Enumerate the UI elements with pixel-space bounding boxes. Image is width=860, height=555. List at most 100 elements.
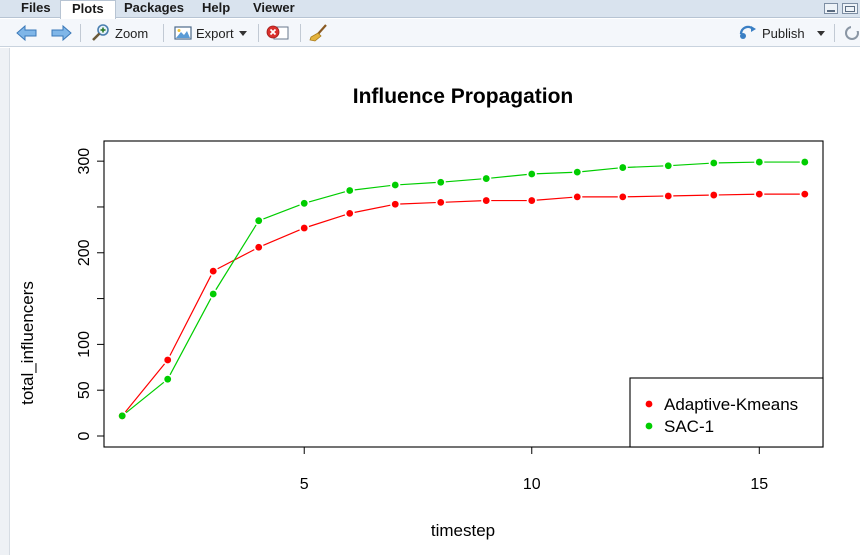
data-point <box>573 193 581 201</box>
data-point <box>164 375 172 383</box>
series-line-segment <box>536 196 573 201</box>
export-button[interactable]: Export <box>174 22 247 44</box>
data-point <box>300 224 308 232</box>
x-tick-label: 5 <box>300 476 309 493</box>
forward-button[interactable] <box>50 22 72 44</box>
series-sac-1 <box>118 158 809 420</box>
maximize-pane-button[interactable] <box>842 3 858 14</box>
pane-tab-bar: Files Plots Packages Help Viewer <box>0 0 860 19</box>
series-line-segment <box>215 224 257 291</box>
publish-label: Publish <box>762 25 805 41</box>
y-tick-label: 0 <box>76 431 93 440</box>
data-point <box>391 181 399 189</box>
series-line-segment <box>718 193 755 196</box>
refresh-icon <box>845 26 859 40</box>
image-export-icon <box>174 26 192 40</box>
legend-box <box>629 377 824 448</box>
data-point <box>755 190 763 198</box>
broom-icon <box>309 24 327 42</box>
series-line-segment <box>169 298 212 376</box>
series-layer <box>118 158 809 420</box>
refresh-button[interactable] <box>843 22 859 44</box>
series-line-segment <box>217 249 255 270</box>
pane-left-edge <box>0 48 10 555</box>
data-point <box>801 190 809 198</box>
series-line-segment <box>673 194 709 197</box>
series-line-segment <box>445 178 482 183</box>
back-button[interactable] <box>16 22 38 44</box>
x-axis: 5 10 15 <box>300 446 768 493</box>
tab-files[interactable]: Files <box>21 0 51 15</box>
series-line-segment <box>400 201 436 205</box>
x-tick-label: 15 <box>750 476 768 493</box>
data-point <box>619 164 627 171</box>
export-label: Export <box>196 25 234 41</box>
series-line-segment <box>263 229 300 246</box>
publish-button[interactable]: Publish <box>738 22 825 44</box>
minimize-pane-button[interactable] <box>824 3 838 14</box>
data-point <box>255 243 263 251</box>
data-point <box>664 162 672 170</box>
toolbar-divider <box>80 24 81 42</box>
data-point <box>209 290 217 298</box>
series-line-segment <box>400 181 436 186</box>
zoom-label: Zoom <box>115 25 149 41</box>
series-line-segment <box>354 184 391 191</box>
series-line-segment <box>125 381 165 414</box>
data-point <box>346 209 354 217</box>
y-tick-label: 300 <box>76 148 93 175</box>
series-line-segment <box>491 173 527 179</box>
tab-packages[interactable]: Packages <box>124 0 184 15</box>
data-point <box>255 217 263 225</box>
y-tick-label: 200 <box>76 239 93 266</box>
data-point <box>573 168 581 176</box>
series-line-segment <box>718 161 755 164</box>
data-point <box>391 200 399 208</box>
influence-propagation-chart: Influence Propagation timestep total_inf… <box>18 85 824 540</box>
data-point <box>118 412 126 420</box>
series-line-segment <box>308 191 346 203</box>
series-line-segment <box>354 204 391 213</box>
chevron-down-icon <box>238 30 247 36</box>
series-line-segment <box>445 200 482 203</box>
data-point <box>346 187 354 194</box>
toolbar-divider <box>258 24 259 42</box>
data-point <box>482 197 490 204</box>
series-line-segment <box>627 165 664 168</box>
magnifier-icon <box>92 24 109 41</box>
series-line-segment <box>263 204 300 220</box>
publish-icon <box>739 25 756 39</box>
clear-all-plots-button[interactable] <box>309 22 329 44</box>
data-point <box>710 191 718 199</box>
arrow-right-icon <box>51 24 72 42</box>
legend-marker <box>645 422 653 430</box>
data-point <box>300 199 308 207</box>
data-point <box>482 175 490 182</box>
toolbar-divider <box>834 24 835 42</box>
x-axis-label: timestep <box>431 521 495 540</box>
series-line-segment <box>124 363 166 413</box>
remove-plot-icon <box>266 25 289 40</box>
legend: Adaptive-Kmeans SAC-1 <box>629 377 824 448</box>
data-point <box>755 158 763 166</box>
tab-help[interactable]: Help <box>202 0 231 15</box>
y-axis-label: total_influencers <box>18 281 37 405</box>
series-line-segment <box>582 167 618 173</box>
chevron-down-icon <box>816 30 825 36</box>
series-line-segment <box>536 171 573 175</box>
y-tick-label: 100 <box>76 331 93 358</box>
tab-viewer[interactable]: Viewer <box>253 0 295 15</box>
legend-marker <box>645 400 653 408</box>
plot-viewer: Influence Propagation timestep total_inf… <box>0 48 860 555</box>
zoom-button[interactable]: Zoom <box>91 22 148 44</box>
series-line-segment <box>673 162 709 167</box>
data-point <box>801 158 809 166</box>
series-line-segment <box>627 195 664 198</box>
data-point <box>710 159 718 167</box>
y-axis: 0 50 100 200 300 <box>76 148 105 440</box>
remove-plot-button[interactable] <box>266 22 290 44</box>
tab-plots[interactable]: Plots <box>60 0 116 19</box>
x-tick-label: 10 <box>523 476 541 493</box>
toolbar-divider <box>163 24 164 42</box>
